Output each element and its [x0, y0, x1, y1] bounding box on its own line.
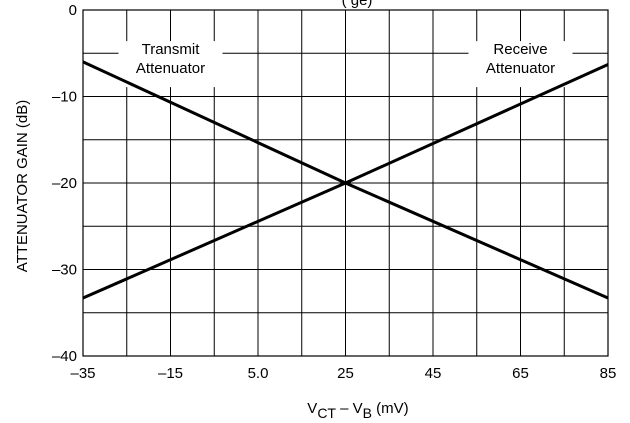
- annotation-background-0: [118, 41, 223, 88]
- annotation-text-0-1: Attenuator: [136, 60, 205, 77]
- y-tick-label-2: –20: [52, 175, 77, 192]
- x-tick-label-4: 45: [425, 365, 442, 382]
- x-label-v: V: [307, 400, 317, 417]
- annotation-background-1: [468, 41, 573, 88]
- x-tick-labels: –35 –15 5.0 25 45 65 85: [70, 365, 616, 382]
- annotation-text-1-0: Receive: [493, 41, 547, 58]
- clipped-title-fragment: ( ge): [342, 0, 373, 9]
- y-tick-label-0: 0: [69, 2, 77, 19]
- x-tick-label-1: –15: [158, 365, 183, 382]
- y-tick-label-4: –40: [52, 348, 77, 365]
- annotations: Transmit Attenuator Receive Attenuator: [118, 41, 573, 88]
- y-axis-label: ATTENUATOR GAIN (dB): [14, 100, 31, 273]
- x-tick-label-2: 5.0: [248, 365, 269, 382]
- y-tick-labels: 0 –10 –20 –30 –40: [52, 2, 77, 365]
- x-tick-label-6: 85: [600, 365, 617, 382]
- x-axis-label: VCT – VB (mV): [307, 400, 408, 421]
- y-tick-label-3: –30: [52, 262, 77, 279]
- x-label-sub-ct: CT: [317, 405, 336, 421]
- x-tick-label-3: 25: [337, 365, 354, 382]
- x-label-unit: (mV): [372, 400, 409, 417]
- plot-frame: [82, 9, 609, 357]
- x-label-sub-b: B: [363, 405, 372, 421]
- x-tick-label-5: 65: [512, 365, 529, 382]
- x-label-minus-v: – V: [336, 400, 363, 417]
- series-lines: [82, 60, 609, 300]
- y-tick-label-1: –10: [52, 89, 77, 106]
- x-tick-label-0: –35: [70, 365, 95, 382]
- annotation-text-1-1: Attenuator: [486, 60, 555, 77]
- annotation-text-0-0: Transmit: [142, 41, 201, 58]
- series-line-receive-attenuator: [82, 63, 609, 300]
